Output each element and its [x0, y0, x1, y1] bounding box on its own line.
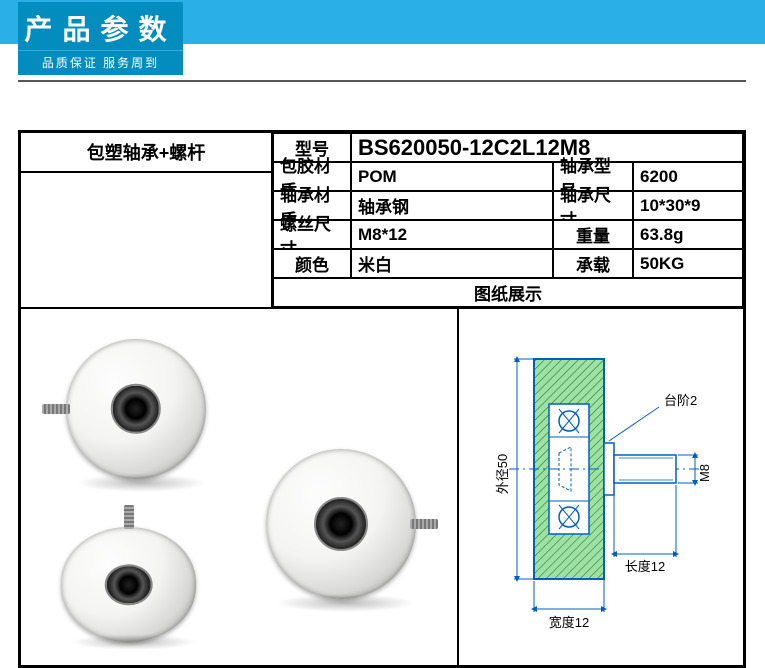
value-model: BS620050-12C2L12M8 — [351, 133, 743, 162]
dim-width: 宽度12 — [549, 615, 589, 630]
value-coating: POM — [351, 162, 553, 191]
label-bearing-size: 轴承尺寸 — [553, 191, 633, 220]
product-panel: 包塑轴承+螺杆 型号 BS620050-12C2L12M8 包胶材质 POM 轴… — [18, 130, 746, 668]
product-title-cell: 包塑轴承+螺杆 — [21, 133, 273, 307]
value-load: 50KG — [633, 249, 743, 278]
wheel-photo-1 — [66, 339, 206, 479]
header-rule — [18, 80, 746, 82]
header-title: 产品参数 — [18, 2, 183, 50]
value-bearing-mat: 轴承钢 — [351, 191, 553, 220]
dim-step: 台阶2 — [664, 393, 697, 408]
wheel-photo-3 — [266, 449, 416, 599]
header-subtitle: 品质保证 服务周到 — [18, 50, 183, 75]
technical-drawing: 外径50 宽度12 长度12 台阶2 M8 — [459, 309, 743, 665]
product-title: 包塑轴承+螺杆 — [21, 133, 271, 173]
photo-pane — [21, 309, 459, 665]
label-drawing: 图纸展示 — [273, 278, 743, 307]
label-weight: 重量 — [553, 220, 633, 249]
dim-thread: M8 — [697, 464, 712, 482]
header-tab: 产品参数 品质保证 服务周到 — [18, 2, 183, 75]
diagram-pane: 外径50 宽度12 长度12 台阶2 M8 — [459, 309, 743, 665]
dim-length: 长度12 — [625, 559, 665, 574]
dim-od: 外径50 — [495, 454, 510, 494]
label-screw: 螺丝尺寸 — [273, 220, 351, 249]
lower-panel: 外径50 宽度12 长度12 台阶2 M8 — [21, 307, 743, 665]
label-load: 承载 — [553, 249, 633, 278]
spec-table: 型号 BS620050-12C2L12M8 包胶材质 POM 轴承型号 6200… — [273, 133, 743, 307]
value-screw: M8*12 — [351, 220, 553, 249]
value-bearing-size: 10*30*9 — [633, 191, 743, 220]
value-color: 米白 — [351, 249, 553, 278]
wheel-photo-2 — [61, 527, 196, 642]
value-weight: 63.8g — [633, 220, 743, 249]
value-bearing-model: 6200 — [633, 162, 743, 191]
label-color: 颜色 — [273, 249, 351, 278]
